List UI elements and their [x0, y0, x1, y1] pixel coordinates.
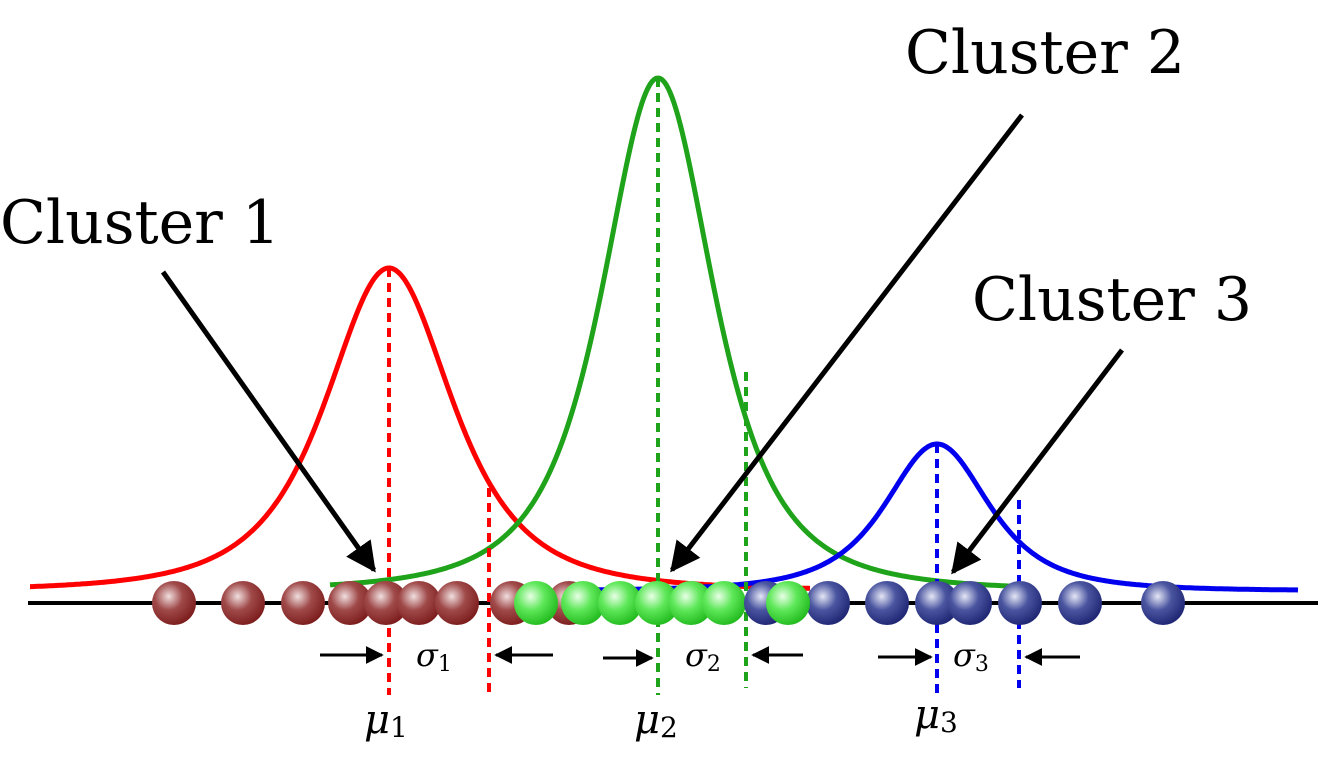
cluster-1-data-point	[435, 581, 479, 625]
cluster-1-pointer-arrow	[160, 270, 377, 573]
cluster-1-gaussian-curve	[30, 265, 811, 591]
cluster-1-data-point	[152, 581, 196, 625]
cluster-3-sigma-label: σ3	[953, 636, 989, 677]
cluster-2-data-point	[561, 581, 605, 625]
cluster-2-data-point	[514, 581, 558, 625]
cluster-2-mean-label: μ2	[634, 697, 678, 744]
cluster-1-data-point	[281, 581, 325, 625]
cluster-3-data-point	[998, 581, 1042, 625]
cluster-2-data-point	[598, 581, 642, 625]
cluster-3-gaussian-curve	[590, 441, 1299, 593]
cluster-1-data-point	[221, 581, 265, 625]
cluster-3-data-point	[806, 581, 850, 625]
cluster-2-data-point	[702, 581, 746, 625]
cluster-3-data-point	[1141, 581, 1185, 625]
cluster-3-pointer-arrow	[951, 348, 1124, 575]
cluster-1-label: Cluster 1	[0, 188, 280, 258]
cluster-2-data-point	[635, 581, 679, 625]
cluster-3-data-point	[915, 581, 959, 625]
cluster-3-data-point	[865, 581, 909, 625]
cluster-3-mean-label: μ3	[914, 692, 958, 739]
cluster-2-sigma-label: σ2	[685, 636, 721, 677]
cluster-1-data-point	[364, 581, 408, 625]
cluster-1-data-point	[397, 581, 441, 625]
cluster-2-pointer-arrow	[670, 113, 1024, 573]
cluster-1-mean-label: μ1	[364, 697, 408, 744]
cluster-2-label: Cluster 2	[905, 18, 1185, 88]
cluster-2-data-point	[669, 581, 713, 625]
cluster-2-gaussian-curve	[329, 75, 1011, 589]
cluster-3-label: Cluster 3	[972, 265, 1252, 335]
cluster-3-data-point	[1058, 581, 1102, 625]
cluster-1-sigma-label: σ1	[416, 636, 452, 677]
cluster-3-data-point	[948, 581, 992, 625]
cluster-2-data-point	[766, 581, 810, 625]
data-points	[152, 581, 1185, 625]
cluster-1-data-point	[328, 581, 372, 625]
